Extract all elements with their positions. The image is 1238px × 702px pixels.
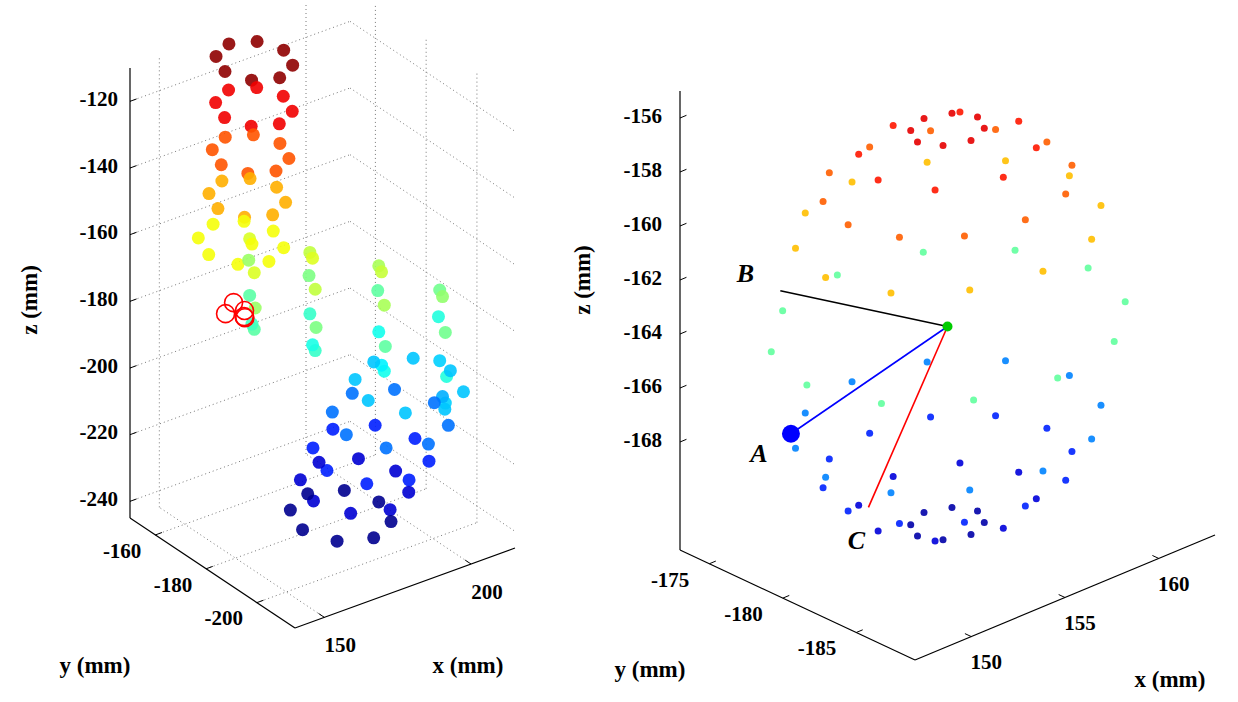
svg-text:150: 150 — [971, 650, 1003, 674]
svg-text:-120: -120 — [80, 87, 119, 111]
svg-text:-200: -200 — [80, 354, 119, 378]
svg-text:-240: -240 — [80, 487, 119, 511]
svg-text:A: A — [748, 439, 767, 468]
svg-text:-180: -180 — [724, 602, 763, 626]
svg-text:160: 160 — [1158, 572, 1190, 596]
svg-text:-180: -180 — [154, 573, 193, 597]
svg-text:z (mm): z (mm) — [17, 265, 42, 335]
svg-text:-185: -185 — [798, 636, 837, 660]
svg-text:y (mm): y (mm) — [615, 657, 686, 682]
svg-text:-220: -220 — [80, 420, 119, 444]
svg-text:z (mm): z (mm) — [570, 245, 595, 315]
svg-text:-168: -168 — [624, 428, 663, 452]
svg-text:-164: -164 — [624, 320, 663, 344]
svg-text:-160: -160 — [80, 220, 119, 244]
svg-text:-162: -162 — [624, 266, 663, 290]
svg-text:155: 155 — [1064, 611, 1096, 635]
svg-text:-158: -158 — [624, 158, 663, 182]
svg-text:-180: -180 — [80, 287, 119, 311]
svg-text:-140: -140 — [80, 154, 119, 178]
svg-text:-200: -200 — [204, 606, 243, 630]
svg-text:-160: -160 — [624, 212, 663, 236]
svg-text:-166: -166 — [624, 374, 663, 398]
svg-text:x (mm): x (mm) — [433, 653, 504, 678]
svg-text:-156: -156 — [624, 104, 663, 128]
svg-text:C: C — [848, 526, 866, 555]
svg-text:-160: -160 — [103, 539, 142, 563]
svg-text:150: 150 — [325, 633, 357, 657]
svg-text:-175: -175 — [651, 568, 690, 592]
svg-text:200: 200 — [471, 580, 503, 604]
svg-text:B: B — [736, 259, 754, 288]
svg-text:y (mm): y (mm) — [60, 653, 131, 678]
svg-text:x (mm): x (mm) — [1135, 667, 1206, 692]
